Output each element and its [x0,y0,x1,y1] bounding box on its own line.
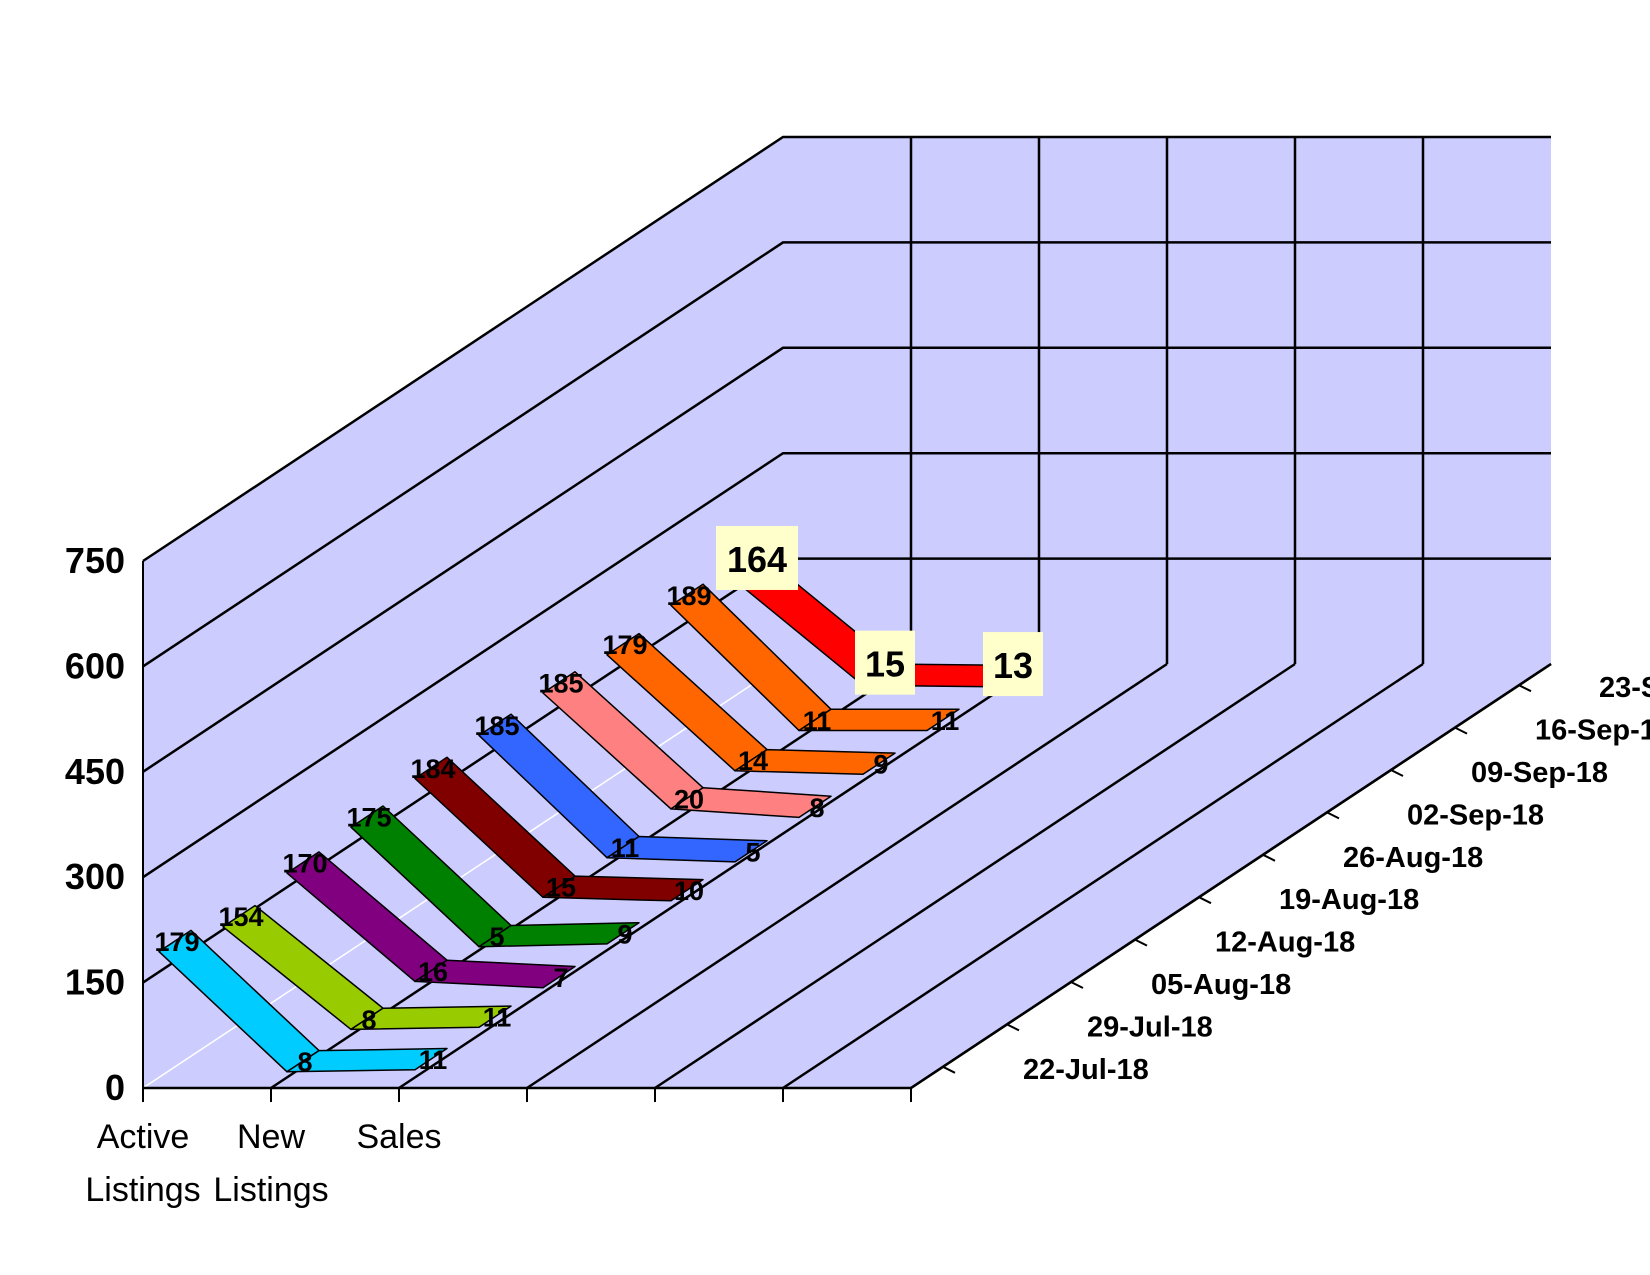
ribbon-segment [414,959,576,989]
data-label: 5 [489,922,504,952]
data-label: 179 [154,927,199,957]
x-category-label: New [237,1118,305,1156]
data-label: 11 [611,833,640,863]
data-label: 15 [865,644,905,685]
chart-axes: 0 150 300 450 600 750 Active Listings New Listing… [65,540,1650,1209]
left-wall [143,137,783,1088]
y-tick-label: 150 [65,962,125,1003]
z-series-label: 02-Sep-18 [1407,799,1544,831]
data-label: 179 [602,630,647,660]
series-ribbon: 170 16 7 [282,849,576,993]
y-tick-label: 600 [65,645,125,686]
data-label: 11 [803,706,832,736]
ribbon-segment [286,1047,448,1073]
z-series-label: 19-Aug-18 [1279,884,1419,916]
data-label: 15 [546,873,576,903]
data-label: 185 [538,668,583,698]
data-label: 11 [483,1003,512,1033]
floor-gridline [398,662,1040,1090]
y-tick-label: 450 [65,751,125,792]
floor-gridline [654,662,1296,1090]
z-series-label: 23-Sep-18 [1599,672,1650,704]
z-tick [942,1065,956,1074]
data-label: 154 [218,902,263,932]
data-label: 184 [410,754,455,784]
z-tick [1134,938,1148,947]
series-ribbon: 164 15 13 [716,525,1043,697]
data-label: 14 [738,746,768,776]
z-series-label: 29-Jul-18 [1087,1011,1213,1043]
series-ribbon: 179 8 11 [154,927,448,1077]
data-label: 185 [474,711,519,741]
series-ribbon: 175 5 9 [346,803,640,952]
ribbon-segment [350,1005,512,1031]
series-ribbon: 185 11 5 [474,711,768,867]
z-tick [1454,726,1468,735]
z-series-label: 09-Sep-18 [1471,757,1608,789]
data-label: 170 [282,849,327,879]
data-label: 7 [553,963,568,993]
z-series-label: 12-Aug-18 [1215,927,1355,959]
z-tick [1518,684,1532,693]
data-label: 8 [361,1005,376,1035]
data-label: 11 [931,706,960,736]
ribbon-segment [798,708,960,732]
data-label: 189 [666,581,711,611]
data-label-box [983,632,1043,697]
floor-gridline [782,662,1424,1090]
z-axis-line [910,662,1552,1090]
y-tick-label: 300 [65,856,125,897]
data-label: 8 [809,793,824,823]
x-category-label: Sales [356,1118,441,1156]
data-label: 5 [745,837,760,867]
floor-gridline [526,662,1168,1090]
z-tick [1198,896,1212,905]
z-tick [1262,853,1276,862]
series-ribbon: 154 8 11 [218,902,512,1035]
z-series-label: 16-Sep-18 [1535,715,1650,747]
z-series-label: 22-Jul-18 [1023,1054,1149,1086]
z-tick [1390,769,1404,777]
z-tick [1070,981,1084,989]
data-label: 16 [418,957,448,987]
series-ribbon: 179 14 9 [602,630,896,780]
ribbon-segment [606,835,768,863]
data-label: 10 [674,876,704,906]
z-series-label: 26-Aug-18 [1343,842,1483,874]
series-ribbon: 184 15 10 [410,754,704,906]
series-ribbon: 185 20 8 [538,668,832,823]
data-label: 9 [617,919,632,949]
data-label: 8 [297,1047,312,1077]
ribbon-segment [734,748,896,776]
data-label-box [855,630,915,695]
x-category-label: Listings [85,1171,200,1209]
z-series-label: 05-Aug-18 [1151,969,1291,1001]
data-label-box [716,525,798,590]
z-tick [1326,811,1340,820]
ribbon-segment [542,875,704,902]
data-label: 9 [873,750,888,780]
data-label: 11 [419,1045,448,1075]
data-label: 175 [346,803,391,833]
data-label: 20 [674,784,704,814]
y-tick-label: 750 [65,540,125,581]
x-category-label: Active [97,1118,190,1156]
z-tick [1006,1023,1020,1032]
x-category-label: Listings [213,1171,328,1209]
y-tick-label: 0 [105,1067,125,1108]
series-ribbon: 189 11 11 [666,581,960,736]
ribbon-segment [670,786,832,819]
data-label: 13 [993,645,1033,686]
ribbon-segment [478,921,640,948]
data-label: 164 [727,539,787,580]
